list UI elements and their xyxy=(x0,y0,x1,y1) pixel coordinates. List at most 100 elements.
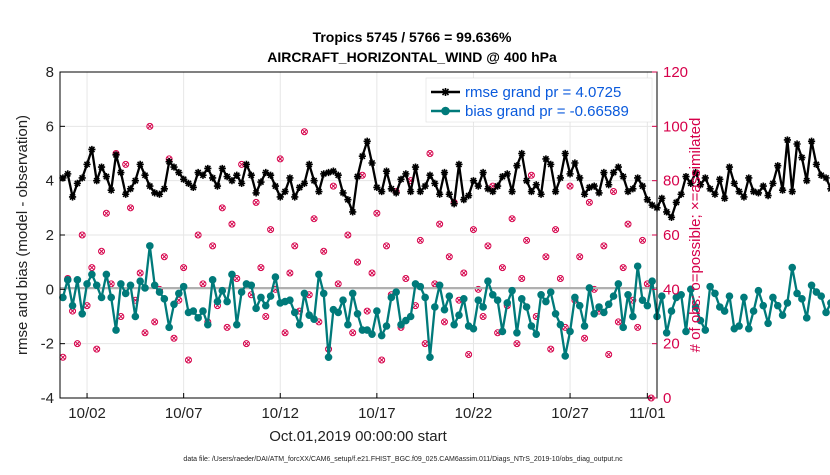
bias-point xyxy=(556,320,565,329)
obs-possible-marker xyxy=(228,220,236,228)
obs-possible-marker xyxy=(334,280,342,288)
rmse-point xyxy=(252,189,260,197)
obs-assimilated-marker xyxy=(543,254,549,260)
left-tick-label: 6 xyxy=(46,118,54,135)
obs-possible-marker xyxy=(479,313,487,320)
obs-point xyxy=(218,204,226,212)
rmse-point xyxy=(754,189,763,197)
bias-point xyxy=(319,289,328,298)
obs-possible-marker xyxy=(368,269,376,277)
obs-point xyxy=(276,155,284,163)
obs-point xyxy=(329,182,337,190)
rmse-point xyxy=(687,179,695,187)
obs-possible-marker xyxy=(218,204,226,212)
rmse-point xyxy=(213,182,222,190)
legend-rmse-label: rmse grand pr = 4.0725 xyxy=(465,84,621,101)
obs-assimilated-marker xyxy=(553,227,559,233)
obs-possible-marker xyxy=(474,285,482,293)
rmse-point xyxy=(605,181,613,189)
obs-point xyxy=(170,334,178,342)
bias-point xyxy=(484,277,492,285)
obs-possible-marker xyxy=(102,209,110,217)
obs-assimilated-marker xyxy=(181,265,187,271)
bias-point xyxy=(662,329,671,337)
left-tick-label: 8 xyxy=(46,64,54,81)
bias-point xyxy=(474,296,483,305)
obs-point xyxy=(363,307,371,315)
rmse-point xyxy=(392,189,400,197)
bias-point xyxy=(822,308,830,317)
bias-point xyxy=(126,281,135,290)
bias-point xyxy=(450,320,458,329)
obs-assimilated-marker xyxy=(345,232,351,238)
bias-point xyxy=(527,322,536,330)
rmse-point xyxy=(305,160,313,168)
obs-point xyxy=(262,313,270,320)
right-axis-ticks: 0 20 40 60 80 100 120 xyxy=(652,64,688,407)
obs-possible-marker xyxy=(605,351,613,359)
obs-point xyxy=(585,198,593,206)
bias-point xyxy=(431,303,439,311)
rmse-point xyxy=(619,172,627,181)
bias-point xyxy=(97,293,106,302)
obs-possible-marker xyxy=(566,182,574,190)
footnote: data file: /Users/raeder/DAI/ATM_forcXX/… xyxy=(183,456,623,463)
obs-assimilated-marker xyxy=(195,232,201,238)
bias-point xyxy=(571,293,579,302)
rmse-point xyxy=(373,183,381,192)
rmse-point xyxy=(648,201,656,209)
bias-line xyxy=(61,244,830,359)
obs-point xyxy=(242,340,250,348)
bias-point xyxy=(551,309,560,318)
bias-point xyxy=(416,282,425,291)
obs-possible-marker xyxy=(436,220,444,228)
obs-assimilated-marker xyxy=(282,330,288,336)
rmse-point xyxy=(151,189,159,197)
obs-possible-marker xyxy=(460,269,468,277)
rmse-point xyxy=(218,164,226,173)
obs-point xyxy=(479,313,487,320)
rmse-point xyxy=(721,194,729,202)
bias-point xyxy=(658,292,666,300)
rmse-point xyxy=(262,168,270,177)
rmse-point xyxy=(247,171,255,179)
bias-point xyxy=(334,308,343,317)
rmse-point xyxy=(131,177,139,185)
bias-point xyxy=(773,301,782,310)
obs-point xyxy=(523,236,531,244)
bias-point xyxy=(513,329,521,337)
obs-point xyxy=(513,340,521,348)
rmse-point xyxy=(614,163,622,171)
legend-bias-label: bias grand pr = -0.66589 xyxy=(465,103,629,120)
right-tick-label: 40 xyxy=(663,281,680,298)
rmse-point xyxy=(725,163,734,171)
rmse-point xyxy=(102,172,110,181)
obs-possible-marker xyxy=(518,274,526,282)
bias-point xyxy=(189,307,198,315)
bias-point xyxy=(194,314,202,322)
rmse-point xyxy=(580,190,589,198)
obs-point xyxy=(460,269,468,277)
obs-possible-marker xyxy=(257,264,265,272)
obs-assimilated-marker xyxy=(330,183,336,189)
bias-point xyxy=(228,270,236,279)
rmse-point xyxy=(122,190,130,198)
bias-point xyxy=(136,277,144,285)
obs-point xyxy=(600,242,608,250)
rmse-point xyxy=(609,168,618,177)
rmse-point xyxy=(730,179,738,187)
rmse-point xyxy=(489,187,497,196)
x-tick-label: 10/12 xyxy=(261,405,299,422)
bias-point xyxy=(435,281,444,290)
obs-assimilated-marker xyxy=(615,319,621,325)
obs-assimilated-marker xyxy=(364,308,370,314)
left-axis-ticks: -4 -2 0 2 4 6 8 xyxy=(41,64,65,407)
rmse-point xyxy=(624,187,632,196)
obs-possible-marker xyxy=(276,155,284,163)
rmse-point xyxy=(803,177,811,185)
obs-assimilated-marker xyxy=(335,281,341,287)
x-tick-label: 10/07 xyxy=(165,405,203,422)
obs-point xyxy=(542,253,550,261)
right-tick-label: 80 xyxy=(663,173,680,190)
bias-point xyxy=(720,307,729,315)
